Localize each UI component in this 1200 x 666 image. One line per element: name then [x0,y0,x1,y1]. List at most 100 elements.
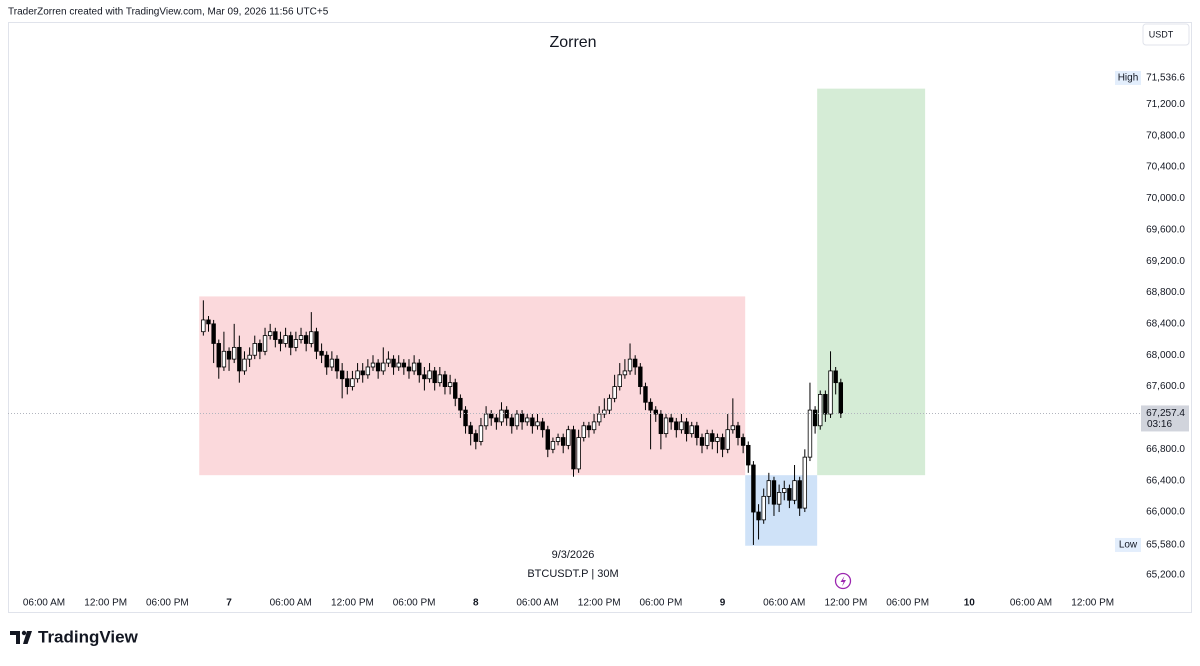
candle-body [694,425,700,438]
candle-body [632,358,638,368]
candle-body [468,425,473,435]
brand: TradingView [38,627,139,646]
candle-body [746,444,751,466]
candle-body [324,354,329,368]
candle-body [607,397,612,411]
y-tick-label: 66,800.0 [1146,444,1185,455]
candle-body [257,343,263,352]
y-tick-label: 70,800.0 [1146,130,1185,141]
x-tick-label: 06:00 AM [1010,598,1052,609]
x-tick-label: 12:00 PM [578,598,621,609]
candle-body [458,397,463,411]
currency: USDT [1149,29,1174,39]
candle-body [345,378,350,387]
candle-body [293,339,299,348]
high-value: 71,536.6 [1146,73,1185,84]
low-value: 65,580.0 [1146,540,1185,551]
candle-body [298,335,304,340]
last-price-label: 67,257.4 [1146,408,1185,419]
candle-body [273,331,278,340]
y-tick-label: 68,000.0 [1146,350,1185,361]
candle-body [648,401,653,411]
candle-body [627,358,633,372]
candle-body [545,429,550,450]
x-tick-label: 8 [473,598,479,609]
candle-body [447,382,453,387]
candle-body [653,409,658,415]
candle-body [417,362,422,376]
candle-body [663,417,669,435]
y-tick-label: 68,800.0 [1146,287,1185,298]
event-bolt[interactable] [840,576,847,587]
candle-body [710,433,715,442]
y-tick-label: 65,200.0 [1146,569,1185,580]
candle-body [375,362,381,372]
candle-body [329,358,335,368]
candle-body [715,437,720,442]
logo-t [10,631,20,644]
x-tick-label: 10 [964,598,976,609]
candle-body [267,331,273,337]
candle-body [252,343,257,356]
candle-body [483,413,489,427]
candle-body [391,358,396,368]
candle-body [668,417,674,423]
candle-body [211,323,216,344]
candle-body [442,374,448,387]
candle-body [314,331,319,352]
zones [199,88,926,546]
candle-body [766,480,772,497]
low-text: Low [1119,540,1138,551]
currency-box [1142,23,1190,46]
candle-body [216,343,221,368]
x-tick-label: 12:00 PM [825,598,868,609]
candle-body [478,425,484,442]
candle-body [221,350,227,368]
y-tick-label: 66,400.0 [1146,475,1185,486]
candle-body [704,433,710,446]
candle-body [406,366,412,372]
candle-body [756,511,761,521]
candle-body [658,413,664,435]
candle-body [823,394,828,415]
candle-body [699,437,705,446]
candle-body [504,409,509,419]
candle-body [473,433,479,442]
candle-body [437,374,443,384]
candle-body [802,456,808,509]
x-tick-label: 06:00 AM [270,598,312,609]
candle-body [319,350,324,356]
candle-body [566,429,571,446]
event-icon[interactable] [834,572,852,590]
x-tick-label: 06:00 AM [516,598,558,609]
candle-body [571,429,576,470]
x-tick-label: 06:00 PM [639,598,682,609]
candle-body [370,362,376,368]
x-tick-label: 9 [720,598,726,609]
candle-body [509,417,514,427]
candle-body [453,382,458,399]
x-tick-label: 06:00 PM [146,598,189,609]
candle-body [206,319,211,325]
candle-body [720,437,725,450]
candle-body [499,409,504,423]
last-price-box [1141,405,1189,432]
candle-body [247,354,252,360]
x-tick-label: 06:00 AM [763,598,805,609]
x-tick-label: 06:00 PM [393,598,436,609]
candle-body [643,386,648,403]
candle-body [576,437,581,470]
x-tick-label: 12:00 PM [84,598,127,609]
candle-body [617,374,622,387]
header: TraderZorren created with TradingView.co… [8,7,329,18]
candle-body [792,480,797,501]
candle-body [519,413,525,423]
brand-logo [10,630,32,644]
candle-body [463,409,468,427]
candle-body [838,382,844,414]
candle-body [674,421,679,431]
y-tick-label: 69,600.0 [1146,224,1185,235]
x-tick-label: 7 [226,598,232,609]
